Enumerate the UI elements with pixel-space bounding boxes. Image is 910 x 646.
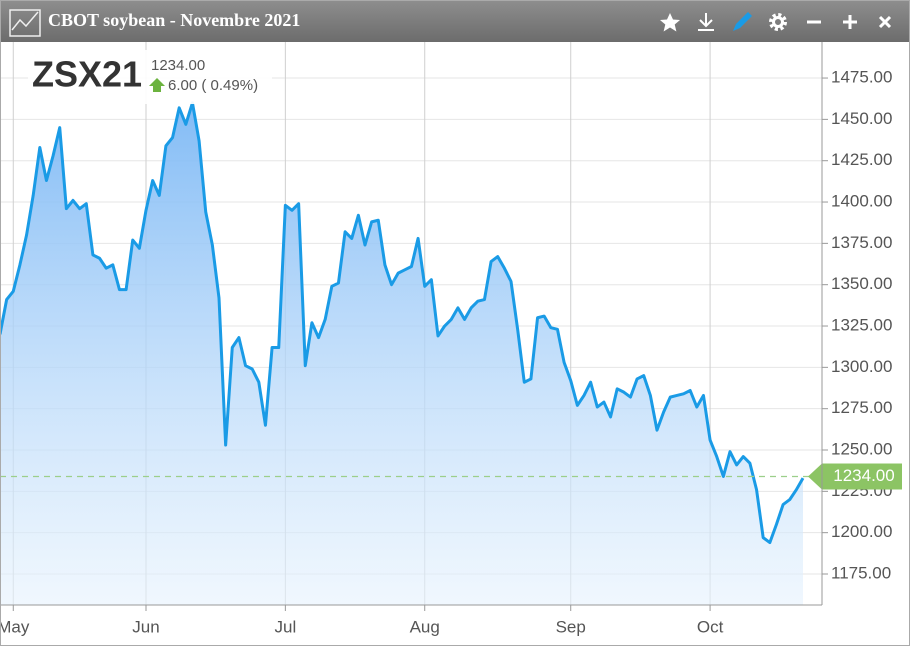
x-tick-label: May — [0, 617, 30, 636]
y-tick-label: 1175.00 — [831, 563, 891, 582]
window-title: CBOT soybean - Novembre 2021 — [48, 10, 300, 30]
star-icon[interactable] — [660, 13, 680, 32]
line — [0, 101, 805, 545]
last-price-flag — [808, 463, 902, 490]
change-value: 6.00 — [168, 77, 197, 94]
change: 6.00 ( 0.49%) — [168, 77, 258, 94]
app-icon — [9, 9, 41, 37]
y-tick-label: 1200.00 — [831, 522, 892, 541]
y-tick-label: 1475.00 — [831, 68, 892, 87]
area — [0, 102, 803, 605]
last-price: 1234.00 — [151, 57, 205, 74]
x-tick-label: Jun — [132, 617, 159, 636]
maximize-icon[interactable] — [843, 15, 857, 29]
y-tick-label: 1425.00 — [831, 150, 892, 169]
y-tick-label: 1375.00 — [831, 233, 892, 252]
close-icon[interactable] — [878, 15, 892, 29]
y-tick-label: 1400.00 — [831, 192, 892, 211]
y-tick-label: 1450.00 — [831, 109, 892, 128]
quote-box — [28, 50, 272, 104]
symbol: ZSX21 — [32, 54, 142, 95]
title-bar — [0, 0, 910, 42]
x-tick-label: Aug — [410, 617, 440, 636]
y-tick-label: 1350.00 — [831, 274, 892, 293]
y-tick-label: 1250.00 — [831, 439, 892, 458]
change-percent: ( 0.49%) — [201, 77, 258, 94]
x-tick-label: Jul — [274, 617, 296, 636]
settings-icon[interactable] — [769, 13, 787, 31]
up-arrow — [149, 78, 165, 92]
y-tick-label: 1325.00 — [831, 316, 892, 335]
download-icon[interactable] — [698, 13, 714, 31]
x-tick-label: Oct — [697, 617, 724, 636]
x-tick-label: Sep — [556, 617, 586, 636]
pen-icon[interactable] — [733, 12, 752, 31]
y-tick-label: 1275.00 — [831, 398, 892, 417]
toolbar[interactable] — [660, 12, 892, 32]
plot-area: 1175.001200.001225.001250.001275.001300.… — [0, 42, 902, 636]
y-tick-label: 1300.00 — [831, 357, 892, 376]
last-price-label: 1234.00 — [833, 466, 894, 485]
